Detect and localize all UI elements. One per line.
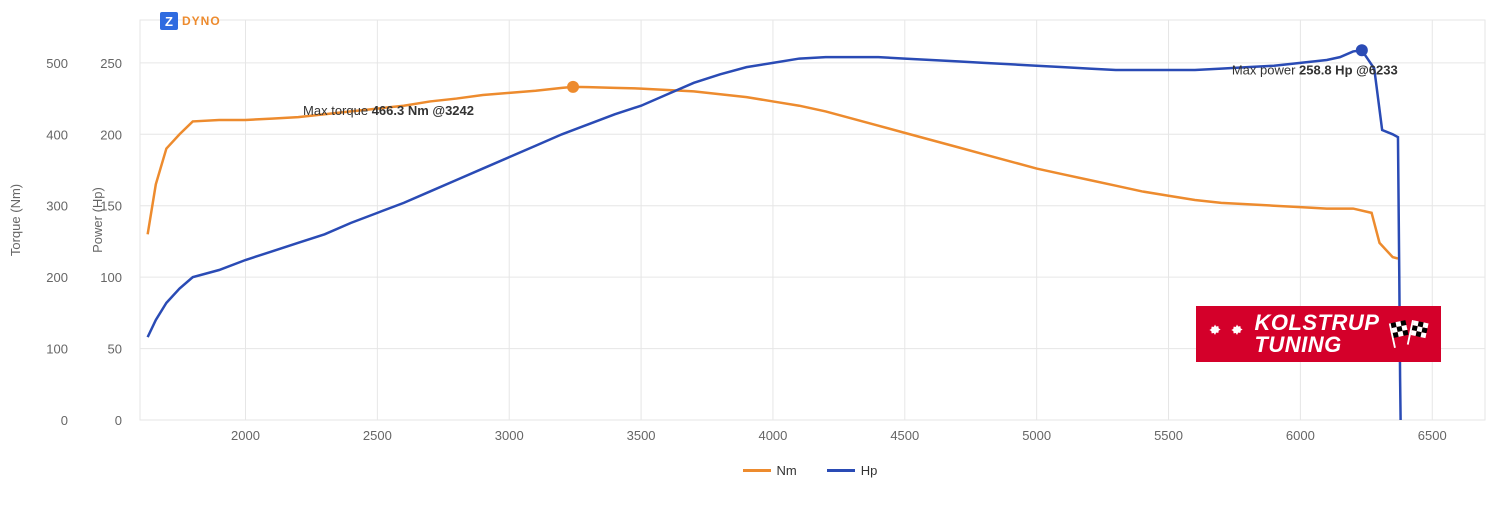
annotation-label: Max torque 466.3 Nm @3242 — [303, 103, 474, 118]
legend-swatch — [743, 469, 771, 472]
legend-swatch — [827, 469, 855, 472]
y-left-tick-label: 200 — [46, 270, 68, 285]
dyno-logo-word: DYNO — [182, 14, 221, 28]
y-inner-tick-label: 50 — [108, 342, 122, 357]
checkered-flags-icon — [1387, 319, 1431, 349]
y-inner-axis-label: Power (Hp) — [90, 187, 105, 253]
legend-label: Hp — [861, 463, 878, 478]
brand-text: KOLSTRUP TUNING — [1254, 312, 1379, 356]
y-left-axis-label: Torque (Nm) — [8, 184, 23, 256]
annotation-label: Max power 258.8 Hp @6233 — [1232, 62, 1398, 77]
brand-line2: TUNING — [1254, 334, 1379, 356]
x-tick-label: 3500 — [627, 428, 656, 443]
annotation-marker — [1356, 44, 1368, 56]
brand-badge: KOLSTRUP TUNING — [1196, 306, 1441, 362]
gears-icon — [1206, 323, 1246, 346]
x-tick-label: 4000 — [758, 428, 787, 443]
annotation-marker — [567, 81, 579, 93]
x-tick-label: 4500 — [890, 428, 919, 443]
dyno-chart: Z DYNO 200025003000350040004500500055006… — [0, 0, 1500, 500]
legend: Nm Hp — [743, 463, 878, 478]
x-tick-label: 3000 — [495, 428, 524, 443]
y-left-tick-label: 500 — [46, 56, 68, 71]
dyno-logo: Z DYNO — [160, 12, 221, 30]
y-left-tick-label: 400 — [46, 127, 68, 142]
legend-item-Hp[interactable]: Hp — [827, 463, 878, 478]
x-tick-label: 5500 — [1154, 428, 1183, 443]
y-left-tick-label: 0 — [61, 413, 68, 428]
y-left-tick-label: 300 — [46, 199, 68, 214]
x-tick-label: 2000 — [231, 428, 260, 443]
x-tick-label: 6500 — [1418, 428, 1447, 443]
y-inner-tick-label: 250 — [100, 56, 122, 71]
y-inner-tick-label: 0 — [115, 413, 122, 428]
brand-line1: KOLSTRUP — [1254, 312, 1379, 334]
y-left-tick-label: 100 — [46, 342, 68, 357]
y-inner-tick-label: 200 — [100, 127, 122, 142]
x-tick-label: 2500 — [363, 428, 392, 443]
x-tick-label: 5000 — [1022, 428, 1051, 443]
y-inner-tick-label: 100 — [100, 270, 122, 285]
x-tick-label: 6000 — [1286, 428, 1315, 443]
chart-svg: 2000250030003500400045005000550060006500… — [0, 0, 1500, 500]
dyno-logo-letter: Z — [160, 12, 178, 30]
legend-item-Nm[interactable]: Nm — [743, 463, 797, 478]
legend-label: Nm — [777, 463, 797, 478]
